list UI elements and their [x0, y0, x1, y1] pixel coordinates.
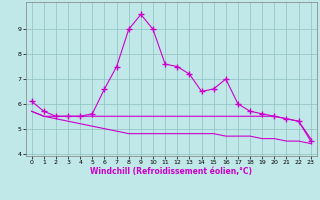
X-axis label: Windchill (Refroidissement éolien,°C): Windchill (Refroidissement éolien,°C) — [90, 167, 252, 176]
